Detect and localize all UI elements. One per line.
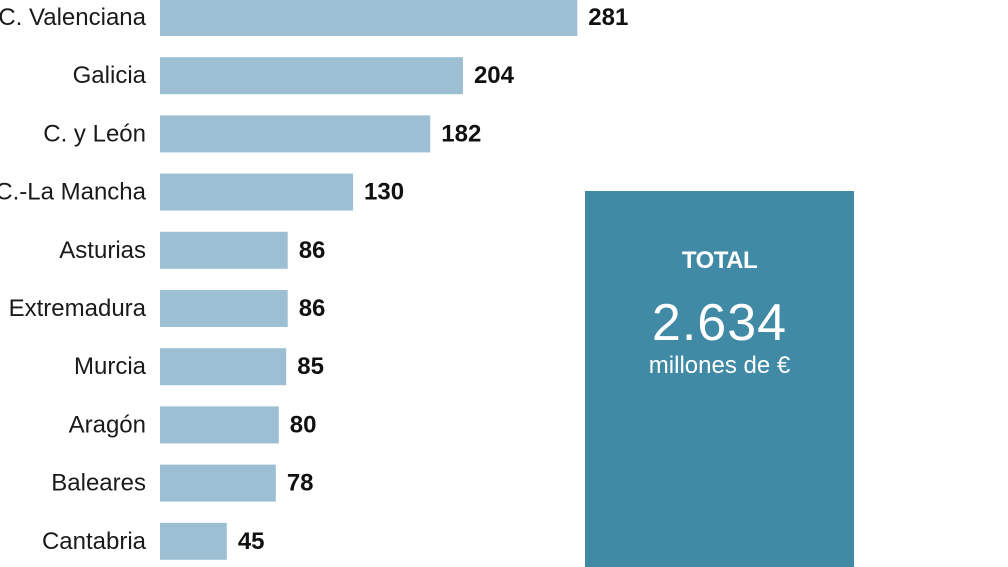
bar bbox=[160, 522, 227, 560]
category-label: Baleares bbox=[51, 470, 146, 497]
bar bbox=[160, 464, 276, 502]
total-title: TOTAL bbox=[681, 247, 758, 274]
value-label: 86 bbox=[299, 237, 326, 264]
category-label: C. Valenciana bbox=[0, 4, 147, 31]
bar bbox=[160, 0, 578, 36]
category-label: Galicia bbox=[73, 62, 147, 89]
value-label: 204 bbox=[474, 62, 515, 89]
bar bbox=[160, 290, 288, 327]
category-label: Cantabria bbox=[42, 528, 147, 555]
bar bbox=[160, 406, 279, 444]
category-label: Extremadura bbox=[9, 295, 147, 322]
bar bbox=[160, 57, 463, 95]
total-panel: TOTAL 2.634 millones de € bbox=[585, 191, 854, 567]
value-label: 130 bbox=[364, 179, 404, 206]
bar bbox=[160, 231, 288, 269]
value-label: 281 bbox=[588, 4, 628, 31]
value-label: 80 bbox=[290, 411, 317, 438]
value-label: 45 bbox=[238, 528, 265, 555]
bar bbox=[160, 115, 431, 153]
bar bbox=[160, 173, 354, 211]
value-label: 85 bbox=[297, 353, 324, 380]
category-label: C.-La Mancha bbox=[0, 179, 147, 206]
bar bbox=[160, 348, 287, 386]
category-label: C. y León bbox=[43, 120, 146, 147]
value-label: 182 bbox=[441, 120, 481, 147]
category-label: Aragón bbox=[69, 411, 146, 438]
total-value: 2.634 bbox=[651, 294, 788, 352]
value-label: 86 bbox=[299, 295, 326, 322]
category-label: Asturias bbox=[59, 237, 146, 264]
total-unit: millones de € bbox=[648, 352, 791, 379]
category-label: Murcia bbox=[74, 353, 147, 380]
value-label: 78 bbox=[287, 470, 314, 497]
